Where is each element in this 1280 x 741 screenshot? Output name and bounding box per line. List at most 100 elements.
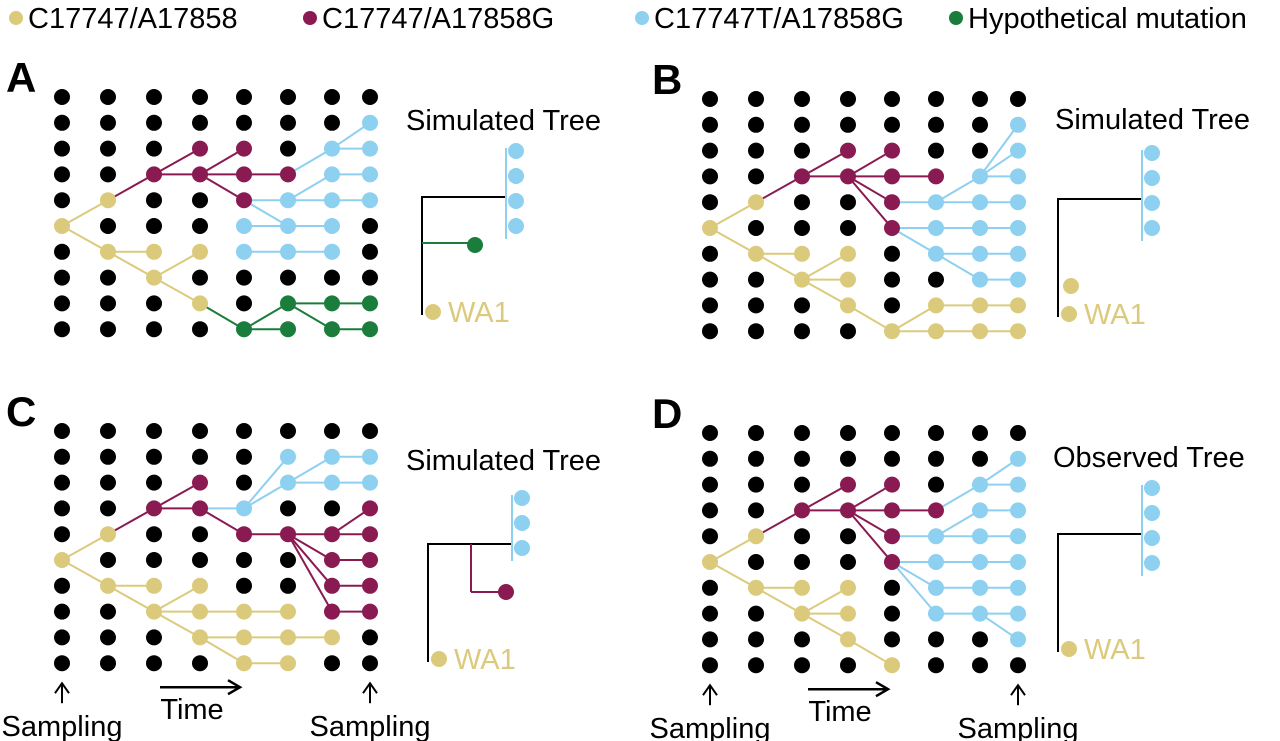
sample-dot <box>702 502 718 519</box>
sample-dot <box>192 295 208 312</box>
sample-dot <box>928 220 944 236</box>
sample-dot <box>884 194 900 211</box>
lineage-edge <box>107 173 155 202</box>
sample-dot <box>362 166 378 183</box>
lineage-edge <box>199 636 245 665</box>
lineage-edge <box>847 483 893 512</box>
lineage-edge <box>287 455 333 484</box>
sample-dot <box>884 142 900 159</box>
panel-letter: B <box>652 56 682 103</box>
sample-dot <box>884 605 900 622</box>
sample-dot <box>100 526 116 543</box>
lineage-edge <box>935 175 981 204</box>
sample-grid <box>702 91 1026 340</box>
sample-dot <box>54 269 70 286</box>
lineage-edge <box>801 612 849 641</box>
phylo-tree: WA1 <box>1057 480 1160 666</box>
sample-dot <box>884 528 900 545</box>
sample-dot <box>884 271 900 288</box>
sampling-label: Sampling <box>650 713 771 741</box>
sample-dot <box>236 218 252 234</box>
sample-dot <box>236 321 252 338</box>
sample-dot <box>280 243 296 260</box>
sample-dot <box>324 552 340 568</box>
panel-b: B Simulated Tree WA1 <box>652 56 1250 340</box>
sample-dot <box>54 629 70 646</box>
sample-dot <box>280 423 296 439</box>
sampling-label: Sampling <box>310 711 431 741</box>
sample-dot <box>236 655 252 672</box>
tree-title: Simulated Tree <box>406 105 601 137</box>
clade-tip <box>1144 195 1160 211</box>
lineage-edge <box>847 304 893 333</box>
time-label: Time <box>160 694 223 726</box>
sample-dot <box>794 297 810 314</box>
sample-dot <box>840 91 856 107</box>
sample-dot <box>972 554 988 570</box>
sample-dot <box>928 579 944 596</box>
sample-dot <box>972 605 988 622</box>
sample-dot <box>146 114 162 131</box>
lineage-edge <box>709 227 757 255</box>
lineage-edge <box>153 610 201 639</box>
sample-dot <box>928 271 944 288</box>
sample-dot <box>192 474 208 491</box>
sample-dot <box>192 629 208 646</box>
sample-dot <box>972 142 988 159</box>
sample-dot <box>972 425 988 441</box>
sample-dot <box>324 89 340 105</box>
sample-dot <box>1010 271 1026 288</box>
side-tip <box>1063 278 1079 294</box>
sample-dot <box>794 605 810 622</box>
sample-dot <box>840 220 856 236</box>
sample-dot <box>100 577 116 594</box>
sample-dot <box>1010 220 1026 236</box>
sample-dot <box>928 194 944 211</box>
sample-dot <box>928 142 944 159</box>
lineage-edge <box>153 147 201 176</box>
sample-dot <box>794 579 810 596</box>
sample-dot <box>146 526 162 543</box>
sample-dot <box>884 323 900 340</box>
sample-dot <box>748 323 764 340</box>
sample-dot <box>884 220 900 236</box>
sample-dot <box>840 554 856 570</box>
sample-dot <box>840 194 856 211</box>
lineage-edge <box>801 483 849 512</box>
sample-dot <box>702 605 718 622</box>
sample-dot <box>324 500 340 517</box>
lineage-edge <box>979 124 1019 177</box>
sample-dot <box>972 220 988 236</box>
sample-dot <box>794 450 810 467</box>
sample-dot <box>192 526 208 543</box>
sample-dot <box>100 552 116 568</box>
sample-dot <box>324 269 340 286</box>
sample-dot <box>794 194 810 211</box>
sample-dot <box>146 321 162 338</box>
lineage-edge <box>755 175 803 204</box>
sample-dot <box>280 448 296 465</box>
sample-dot <box>192 603 208 620</box>
sample-dot <box>54 243 70 260</box>
sample-dot <box>702 245 718 262</box>
sample-dot <box>840 245 856 262</box>
sample-dot <box>928 168 944 185</box>
sample-dot <box>236 269 252 286</box>
sample-dot <box>54 603 70 620</box>
root-label: WA1 <box>454 644 516 676</box>
lineage-edge <box>107 250 155 279</box>
sample-dot <box>236 166 252 183</box>
sample-dot <box>928 297 944 314</box>
lineage-edge <box>935 483 981 512</box>
sample-dot <box>236 603 252 620</box>
sample-dot <box>794 657 810 674</box>
sample-dot <box>884 91 900 107</box>
sample-dot <box>928 450 944 467</box>
panel-letter: D <box>652 390 682 437</box>
sample-dot <box>840 450 856 467</box>
sample-dot <box>794 142 810 159</box>
arrow-head-icon <box>362 681 378 694</box>
lineage-edge <box>801 149 849 178</box>
clade-tip <box>1144 170 1160 186</box>
lineage-edge <box>935 252 981 281</box>
